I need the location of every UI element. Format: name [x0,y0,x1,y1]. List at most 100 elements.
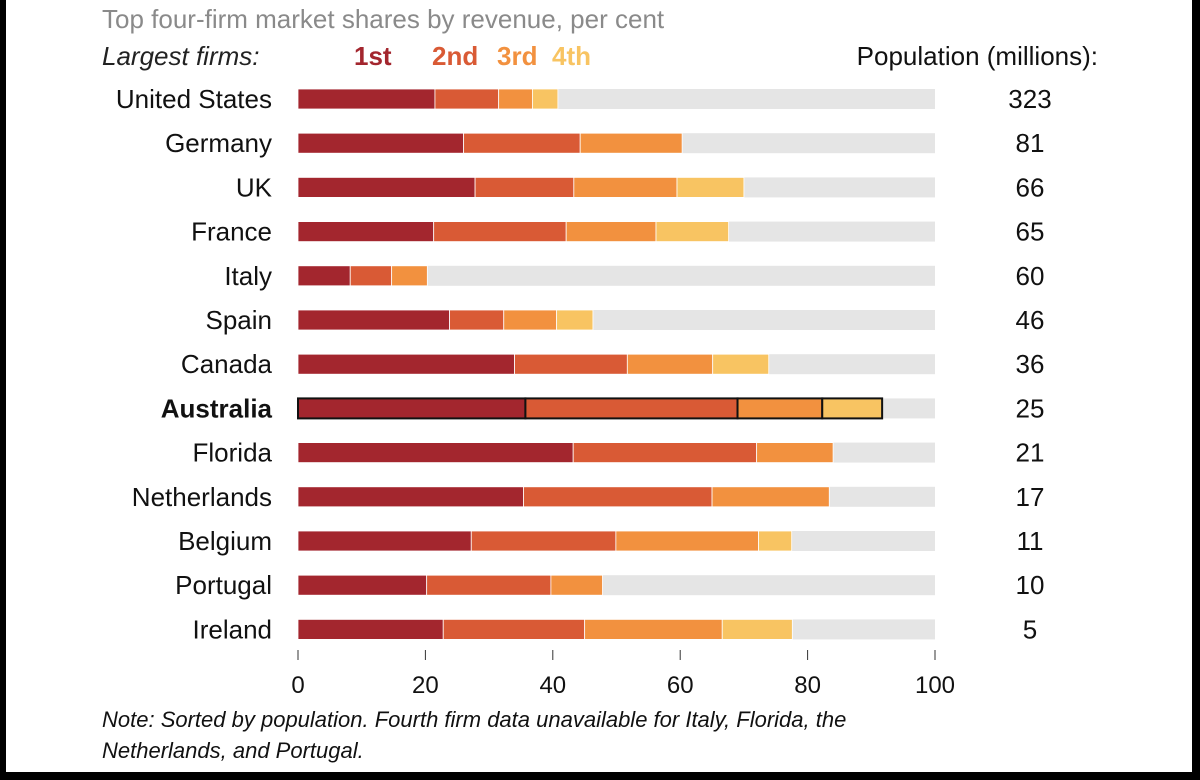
population-value: 25 [1016,393,1045,423]
population-value: 17 [1016,482,1045,512]
country-label: Portugal [175,570,272,600]
bar-segment-4th [655,221,730,243]
bar-segment-4th [758,530,793,552]
bar-segment-3rd [579,132,683,154]
bar-segment-3rd [736,397,824,420]
bar-segment-1st [297,265,351,287]
bar-segment-2nd [514,353,628,375]
row-uk: UK 66 [236,172,1045,202]
country-label: Belgium [178,526,272,556]
bar-segment-3rd [711,486,830,508]
bar-segment-2nd [524,397,739,420]
country-label: Netherlands [132,482,272,512]
legend-title: Largest firms: [102,41,260,71]
population-value: 65 [1016,217,1045,247]
bar-segment-2nd [434,88,500,110]
bar-segment-2nd [449,309,505,331]
row-australia: Australia 25 [161,393,1045,423]
legend-item-3rd: 3rd [497,41,537,71]
bar-background [298,265,935,286]
bar-segment-2nd [349,265,393,287]
country-label: Canada [181,349,273,379]
tick-label: 100 [915,672,955,699]
bar-segment-2nd [523,486,713,508]
population-value: 81 [1016,128,1045,158]
population-value: 5 [1023,614,1037,644]
country-label: Italy [224,261,272,291]
population-value: 66 [1016,172,1045,202]
chart-svg: Top four-firm market shares by revenue, … [102,4,1098,763]
population-value: 46 [1016,305,1045,335]
country-label: United States [116,84,272,114]
tick-label: 0 [291,672,304,699]
row-united-states: United States 323 [116,84,1052,114]
bar-segment-3rd [584,619,723,640]
row-netherlands: Netherlands 17 [132,482,1045,512]
bar-segment-3rd [565,221,657,243]
row-germany: Germany 81 [165,128,1044,158]
tick-label: 60 [667,672,694,699]
legend-item-4th: 4th [552,41,591,71]
population-value: 21 [1016,438,1045,468]
bar-segment-1st [297,309,451,331]
chart-note-line-2: Netherlands, and Portugal. [102,738,364,763]
bar-segment-2nd [470,530,617,552]
bar-segment-1st [297,132,465,154]
row-france: France 65 [191,217,1044,247]
chart-title: Top four-firm market shares by revenue, … [102,4,665,34]
bar-segment-3rd [550,574,603,596]
bar-segment-4th [821,397,884,420]
bar-segment-3rd [573,176,678,198]
population-header: Population (millions): [857,41,1098,71]
bar-segment-4th [532,88,559,110]
population-value: 60 [1016,261,1045,291]
bar-segment-2nd [442,619,586,640]
row-florida: Florida 21 [193,438,1045,468]
bar-segment-3rd [615,530,759,552]
bar-segment-1st [297,486,524,508]
bar-segment-2nd [426,574,552,596]
bar-segment-4th [676,176,745,198]
bar-segment-1st [297,221,435,243]
chart-figure: Top four-firm market shares by revenue, … [6,0,1192,772]
country-label: UK [236,172,273,202]
legend: 1st 2nd 3rd 4th [354,41,591,71]
bar-segment-1st [297,176,476,198]
tick-label: 80 [794,672,821,699]
tick-label: 40 [539,672,566,699]
legend-item-1st: 1st [354,41,392,71]
bar-segment-1st [297,397,527,420]
legend-item-2nd: 2nd [432,41,478,71]
row-italy: Italy 60 [224,261,1044,291]
country-label: Australia [161,393,273,423]
bar-segment-4th [721,619,793,640]
bar-segment-3rd [756,442,834,464]
row-ireland: Ireland 5 [193,614,1038,644]
country-label: Spain [206,305,273,335]
row-canada: Canada 36 [181,349,1045,379]
tick-label: 20 [412,672,439,699]
chart-note-line-1: Note: Sorted by population. Fourth firm … [102,707,846,732]
bar-segment-3rd [503,309,558,331]
bar-segment-3rd [391,265,428,287]
bar-segment-1st [297,88,436,110]
country-label: Ireland [193,614,273,644]
bar-segment-4th [556,309,594,331]
population-value: 11 [1017,526,1044,556]
bar-segment-2nd [572,442,758,464]
bar-segment-3rd [498,88,533,110]
row-belgium: Belgium 11 [178,526,1043,556]
population-value: 36 [1016,349,1045,379]
bar-segment-2nd [433,221,567,243]
bar-segment-3rd [626,353,714,375]
country-label: Germany [165,128,272,158]
chart-rows: United States 323 Germany 81 UK 66 France 65 Ita… [116,84,1052,644]
bar-segment-2nd [463,132,581,154]
bar-segment-2nd [474,176,575,198]
country-label: Florida [193,438,273,468]
population-value: 323 [1008,84,1051,114]
bar-segment-1st [297,574,428,596]
x-axis-ticks: 0 20 40 60 80 100 [291,650,955,699]
bar-segment-4th [712,353,770,375]
population-value: 10 [1016,570,1045,600]
